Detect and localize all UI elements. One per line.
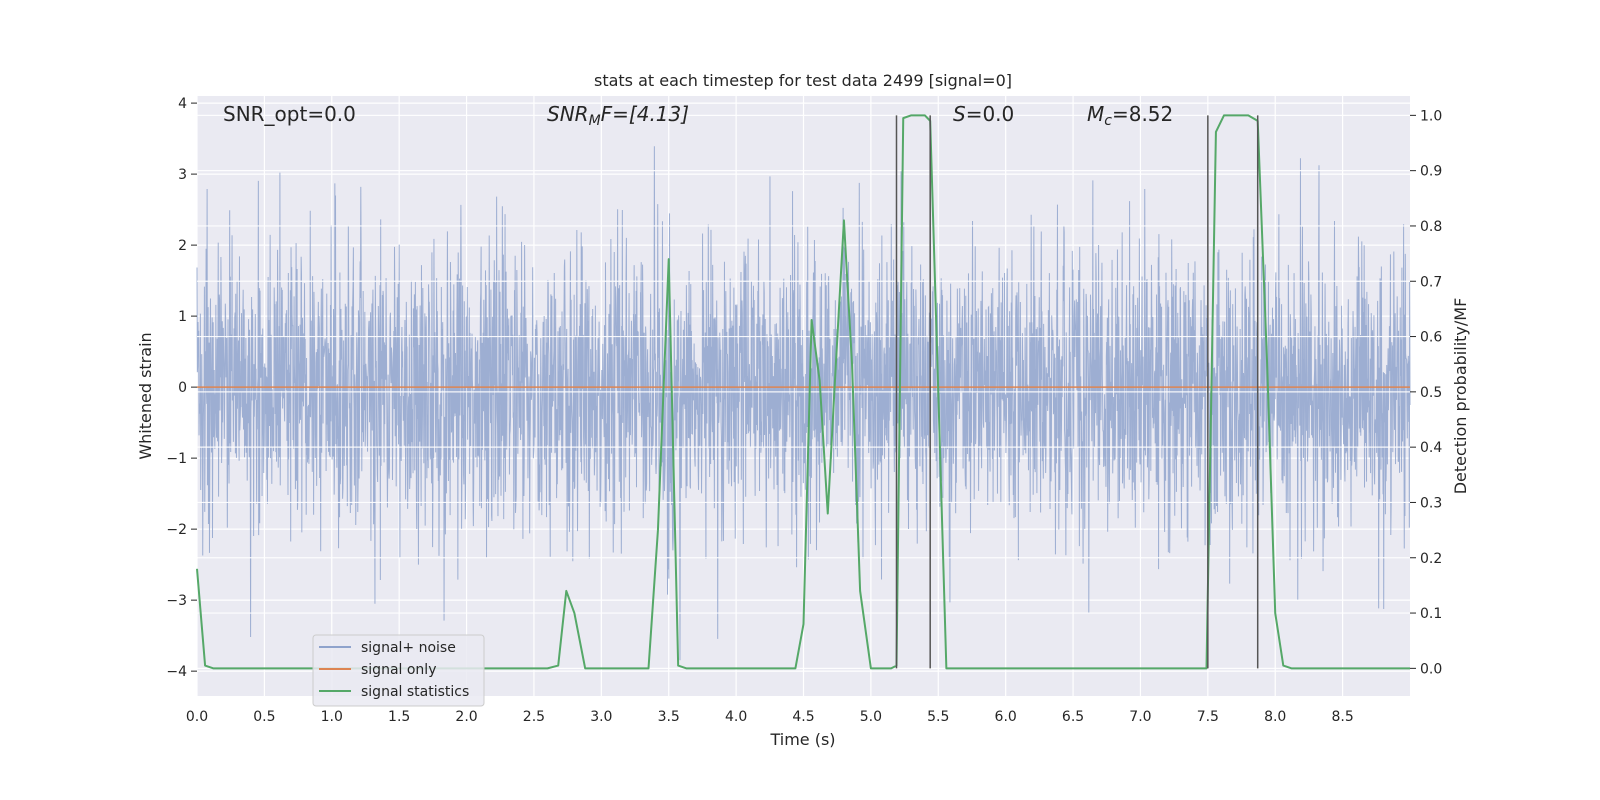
x-tick-label: 8.5 — [1331, 709, 1353, 725]
legend-label-signal-only: signal only — [361, 662, 436, 678]
legend: signal+ noise signal only signal statist… — [312, 634, 485, 707]
left-y-axis-ticks: −4 −3 −2 −1 0 1 2 3 4 — [166, 96, 197, 680]
annotation-snr-mf: SNRMF=[4.13] — [547, 102, 689, 129]
x-tick-label: 0.5 — [253, 709, 275, 725]
y-right-tick-label: 0.6 — [1420, 330, 1442, 346]
y-right-tick-label: 0.8 — [1420, 219, 1442, 235]
right-y-axis-ticks: 0.0 0.1 0.2 0.3 0.4 0.5 0.6 0.7 0.8 0.9 1.0 — [1410, 108, 1442, 677]
x-tick-label: 7.5 — [1197, 709, 1219, 725]
y-left-tick-label: 0 — [178, 380, 187, 396]
x-tick-label: 1.0 — [321, 709, 343, 725]
x-axis-label: Time (s) — [769, 730, 835, 749]
y-left-tick-label: −2 — [166, 522, 187, 538]
x-axis-ticks: 0.0 0.5 1.0 1.5 2.0 2.5 3.0 3.5 4.0 4.5 5.0 5.5 6.0 6… — [186, 709, 1354, 725]
x-tick-label: 4.5 — [792, 709, 814, 725]
x-tick-label: 3.5 — [658, 709, 680, 725]
y-right-tick-label: 0.1 — [1420, 606, 1442, 622]
signal-statistics-line — [196, 114, 1410, 670]
y-left-tick-label: 1 — [178, 309, 187, 325]
y-right-tick-label: 0.9 — [1420, 164, 1442, 180]
x-tick-label: 5.0 — [860, 709, 882, 725]
y-axis-label-left: Whitened strain — [136, 332, 155, 459]
x-tick-label: 6.5 — [1062, 709, 1084, 725]
x-tick-label: 2.5 — [523, 709, 545, 725]
y-right-tick-label: 0.0 — [1420, 661, 1442, 677]
y-right-tick-label: 1.0 — [1420, 108, 1442, 124]
legend-label-statistics: signal statistics — [361, 684, 469, 700]
y-left-tick-label: 3 — [178, 167, 187, 183]
y-left-tick-label: −3 — [166, 593, 187, 609]
x-tick-label: 5.5 — [927, 709, 949, 725]
signal-statistics-series — [196, 114, 1410, 670]
vertical-markers — [895, 115, 1259, 669]
x-tick-label: 6.0 — [995, 709, 1017, 725]
y-right-tick-label: 0.4 — [1420, 440, 1442, 456]
x-tick-label: 8.0 — [1264, 709, 1286, 725]
legend-label-noise: signal+ noise — [361, 640, 456, 656]
x-tick-label: 2.0 — [455, 709, 477, 725]
x-tick-label: 1.5 — [388, 709, 410, 725]
x-tick-label: 4.0 — [725, 709, 747, 725]
x-tick-label: 7.0 — [1129, 709, 1151, 725]
y-left-tick-label: −4 — [166, 664, 187, 680]
annotation-mc: Mc=8.52 — [1087, 102, 1173, 129]
y-left-tick-label: −1 — [166, 451, 187, 467]
x-tick-label: 3.0 — [590, 709, 612, 725]
annotation-s: S=0.0 — [953, 102, 1014, 126]
y-right-tick-label: 0.2 — [1420, 551, 1442, 567]
annotation-snr-opt: SNR_opt=0.0 — [223, 102, 356, 126]
y-left-tick-label: 2 — [178, 238, 187, 254]
y-axis-label-right: Detection probability/MF — [1451, 298, 1470, 495]
y-right-tick-label: 0.3 — [1420, 495, 1442, 511]
x-tick-label: 0.0 — [186, 709, 208, 725]
chart-title: stats at each timestep for test data 249… — [594, 71, 1012, 90]
y-right-tick-label: 0.7 — [1420, 274, 1442, 290]
y-right-tick-label: 0.5 — [1420, 385, 1442, 401]
legend-box — [312, 634, 485, 707]
y-left-tick-label: 4 — [178, 96, 187, 112]
